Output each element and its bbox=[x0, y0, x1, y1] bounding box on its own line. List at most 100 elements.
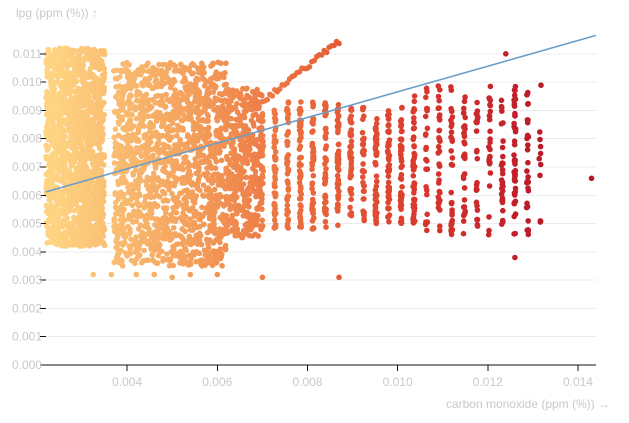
data-point bbox=[136, 190, 142, 197]
data-point bbox=[225, 198, 232, 204]
data-point bbox=[84, 114, 91, 120]
data-point bbox=[184, 133, 191, 140]
data-point bbox=[231, 197, 238, 204]
data-point bbox=[411, 143, 417, 149]
data-point bbox=[183, 154, 189, 160]
data-point bbox=[97, 121, 104, 127]
data-point bbox=[196, 90, 203, 96]
data-point bbox=[174, 107, 180, 113]
data-point bbox=[134, 200, 140, 207]
data-point bbox=[219, 263, 225, 269]
data-point bbox=[246, 191, 253, 197]
data-point bbox=[167, 59, 174, 66]
data-point bbox=[178, 163, 185, 169]
data-point bbox=[130, 135, 136, 142]
data-point bbox=[199, 67, 206, 73]
data-point bbox=[137, 176, 143, 182]
data-point bbox=[162, 103, 169, 110]
data-point bbox=[237, 118, 243, 125]
data-point bbox=[46, 136, 52, 143]
data-point bbox=[486, 183, 493, 189]
data-point bbox=[205, 88, 211, 95]
data-point bbox=[218, 157, 225, 164]
x-tick-label: 0.004 bbox=[112, 375, 142, 389]
data-point bbox=[68, 94, 75, 101]
data-point bbox=[220, 71, 227, 77]
data-point bbox=[165, 228, 172, 234]
data-point bbox=[233, 188, 239, 195]
data-point bbox=[499, 108, 505, 114]
data-point bbox=[194, 224, 201, 231]
data-point bbox=[232, 233, 238, 239]
data-point bbox=[133, 178, 139, 184]
data-point bbox=[244, 106, 250, 112]
data-point bbox=[284, 206, 290, 213]
data-point bbox=[499, 188, 506, 194]
data-point bbox=[84, 166, 90, 172]
data-point bbox=[537, 143, 544, 150]
data-point bbox=[253, 105, 260, 112]
data-point bbox=[128, 257, 135, 264]
data-point bbox=[410, 160, 417, 167]
data-point bbox=[259, 152, 266, 159]
data-point bbox=[212, 225, 218, 232]
data-point bbox=[214, 204, 221, 210]
data-point bbox=[115, 178, 121, 185]
data-point bbox=[76, 87, 82, 93]
data-point bbox=[185, 189, 191, 195]
data-point bbox=[94, 138, 100, 145]
data-point bbox=[128, 85, 134, 92]
data-point bbox=[75, 48, 82, 54]
data-point bbox=[309, 118, 316, 124]
data-point bbox=[184, 83, 191, 90]
data-point bbox=[461, 139, 467, 145]
data-point bbox=[180, 106, 186, 113]
data-point bbox=[473, 199, 480, 206]
data-point bbox=[73, 196, 80, 202]
data-point bbox=[74, 91, 80, 98]
data-point bbox=[83, 126, 89, 132]
data-point bbox=[212, 98, 219, 104]
data-point bbox=[145, 142, 152, 148]
data-point bbox=[152, 259, 158, 266]
data-point bbox=[386, 219, 392, 225]
data-point bbox=[335, 163, 341, 170]
data-point bbox=[52, 229, 59, 236]
data-point bbox=[196, 231, 202, 237]
data-point bbox=[399, 128, 405, 134]
data-point bbox=[112, 75, 119, 82]
data-point bbox=[473, 182, 480, 188]
data-point bbox=[84, 232, 90, 238]
data-point bbox=[200, 192, 206, 198]
data-point bbox=[227, 180, 234, 187]
data-point bbox=[86, 201, 93, 207]
data-point bbox=[322, 180, 328, 187]
data-point bbox=[241, 203, 248, 209]
data-point bbox=[538, 82, 544, 88]
data-point bbox=[188, 116, 194, 123]
data-point bbox=[119, 145, 125, 152]
data-point bbox=[360, 142, 366, 148]
data-point bbox=[61, 147, 68, 153]
data-point bbox=[60, 88, 67, 95]
data-point bbox=[449, 136, 455, 143]
data-point bbox=[115, 132, 122, 139]
data-point bbox=[231, 160, 238, 167]
data-point bbox=[200, 117, 206, 123]
data-point bbox=[45, 154, 52, 161]
data-point bbox=[398, 192, 404, 198]
data-point bbox=[259, 196, 265, 202]
data-point bbox=[90, 215, 97, 222]
data-point bbox=[159, 93, 166, 99]
data-point bbox=[336, 141, 342, 147]
data-point bbox=[398, 202, 404, 209]
data-point bbox=[335, 177, 342, 183]
data-point bbox=[89, 154, 95, 160]
data-point bbox=[125, 121, 131, 127]
data-point bbox=[241, 168, 247, 175]
data-point bbox=[448, 189, 455, 196]
y-tick-label: 0.002 bbox=[12, 301, 42, 315]
data-point bbox=[410, 173, 417, 179]
data-point bbox=[54, 47, 60, 54]
y-tick-label: 0.006 bbox=[12, 188, 42, 202]
